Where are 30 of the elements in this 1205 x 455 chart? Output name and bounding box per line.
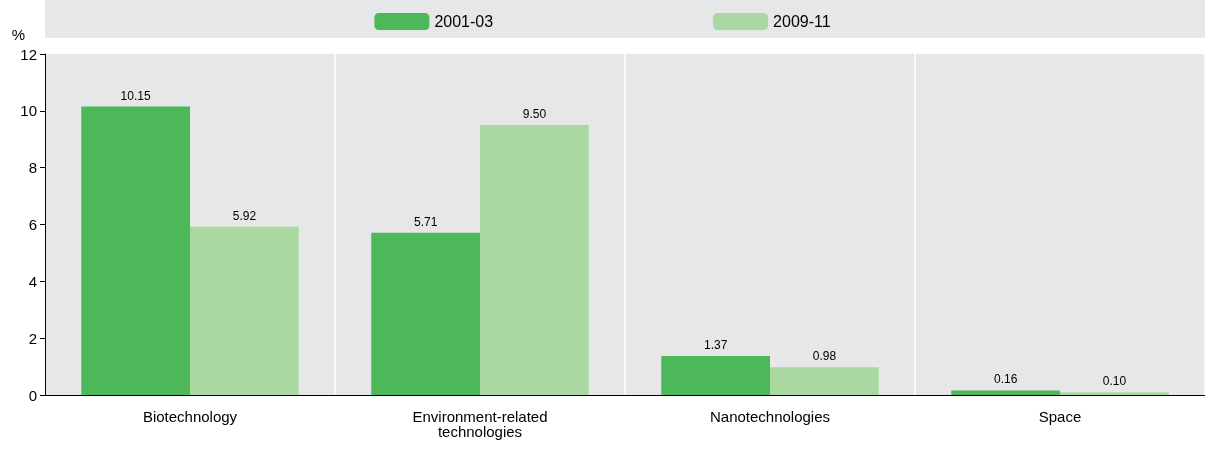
y-tick-label: 2 [28,329,37,347]
y-tick-label: 0 [28,386,37,404]
legend-label: 2001-03 [434,13,494,30]
legend-label: 2009-11 [773,13,831,30]
data-label: 0.10 [1102,374,1127,389]
data-label: 1.37 [703,338,728,353]
bar [1060,392,1169,395]
bar [661,356,770,395]
y-tick-label: 10 [20,102,37,120]
bar [770,367,879,395]
y-tick-label: 8 [28,159,37,177]
data-label: 5.71 [413,214,438,229]
data-label: 5.92 [232,208,257,223]
x-tick-label: Space [1038,408,1082,425]
bar [190,226,299,395]
data-label: 10.15 [120,88,151,103]
bar [81,106,190,395]
x-tick-label: Nanotechnologies [709,408,831,425]
bar [371,232,480,395]
bar [951,390,1060,395]
data-label: 0.98 [812,349,837,364]
data-label: 9.50 [522,107,547,122]
x-tick-label: Environment-related technologies [412,408,548,440]
y-tick-label: 6 [28,216,37,233]
data-label: 0.16 [993,372,1018,387]
y-tick-label: 4 [28,272,37,290]
y-tick-label: 12 [20,45,37,63]
bar [480,125,589,395]
y-axis-title: % [11,26,25,43]
x-tick-label: Biotechnology [142,408,238,425]
